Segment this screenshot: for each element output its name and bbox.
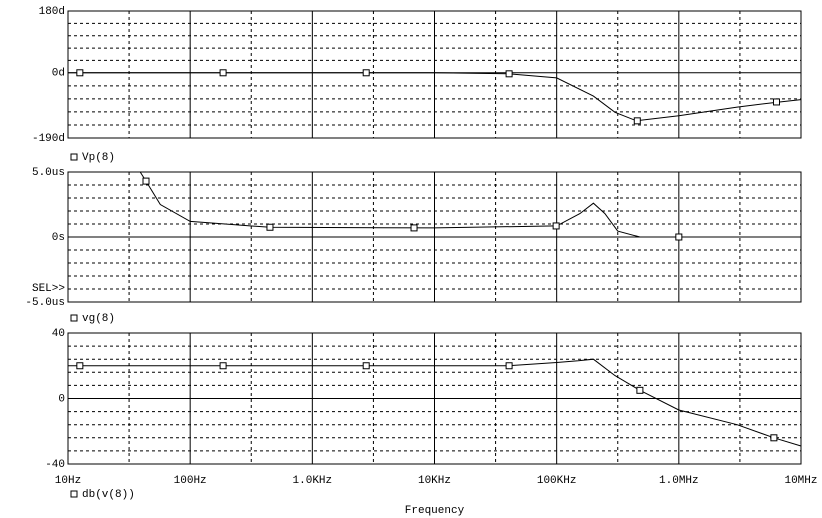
x-tick-label: 100Hz — [174, 475, 207, 487]
y-tick-label: 0s — [52, 232, 65, 244]
legend-symbol — [70, 490, 78, 498]
y-tick-label: 0d — [52, 68, 65, 80]
trace-marker — [772, 98, 780, 106]
y-tick-label: 5.0us — [32, 167, 65, 179]
legend-label: vg(8) — [82, 313, 115, 325]
legend-symbol — [70, 314, 78, 322]
trace-marker — [675, 233, 683, 241]
trace-marker — [770, 434, 778, 442]
x-tick-label: 1.0KHz — [293, 475, 333, 487]
y-tick-label: -190d — [32, 133, 65, 145]
trace-marker — [505, 70, 513, 78]
trace-marker — [362, 362, 370, 370]
plot-frame — [67, 332, 802, 465]
y-tick-label: 40 — [52, 328, 65, 340]
trace-marker — [76, 69, 84, 77]
x-tick-label: 1.0MHz — [659, 475, 699, 487]
trace-marker — [142, 177, 150, 185]
plot-frame — [67, 10, 802, 139]
trace — [68, 72, 802, 122]
trace-marker — [76, 362, 84, 370]
y-tick-label: -40 — [45, 459, 65, 471]
trace-marker — [362, 69, 370, 77]
x-tick-label: 10Hz — [55, 475, 81, 487]
x-tick-label: 10MHz — [784, 475, 817, 487]
x-tick-label: 100KHz — [537, 475, 577, 487]
trace-marker — [636, 386, 644, 394]
trace — [68, 358, 802, 447]
y-tick-label: -5.0us — [25, 297, 65, 309]
trace-marker — [219, 362, 227, 370]
y-tick-label: 0 — [58, 393, 65, 405]
trace-marker — [633, 117, 641, 125]
x-tick-label: 10KHz — [418, 475, 451, 487]
y-tick-label: 180d — [39, 6, 65, 18]
legend-label: db(v(8)) — [82, 489, 135, 501]
legend-label: Vp(8) — [82, 152, 115, 164]
trace-marker — [266, 223, 274, 231]
trace-marker — [410, 224, 418, 232]
trace-marker — [219, 69, 227, 77]
annotation: SEL>> — [32, 283, 65, 295]
trace-marker — [505, 362, 513, 370]
plot-frame — [67, 171, 802, 303]
x-axis-label: Frequency — [405, 505, 465, 517]
trace-marker — [552, 222, 560, 230]
legend-symbol — [70, 153, 78, 161]
